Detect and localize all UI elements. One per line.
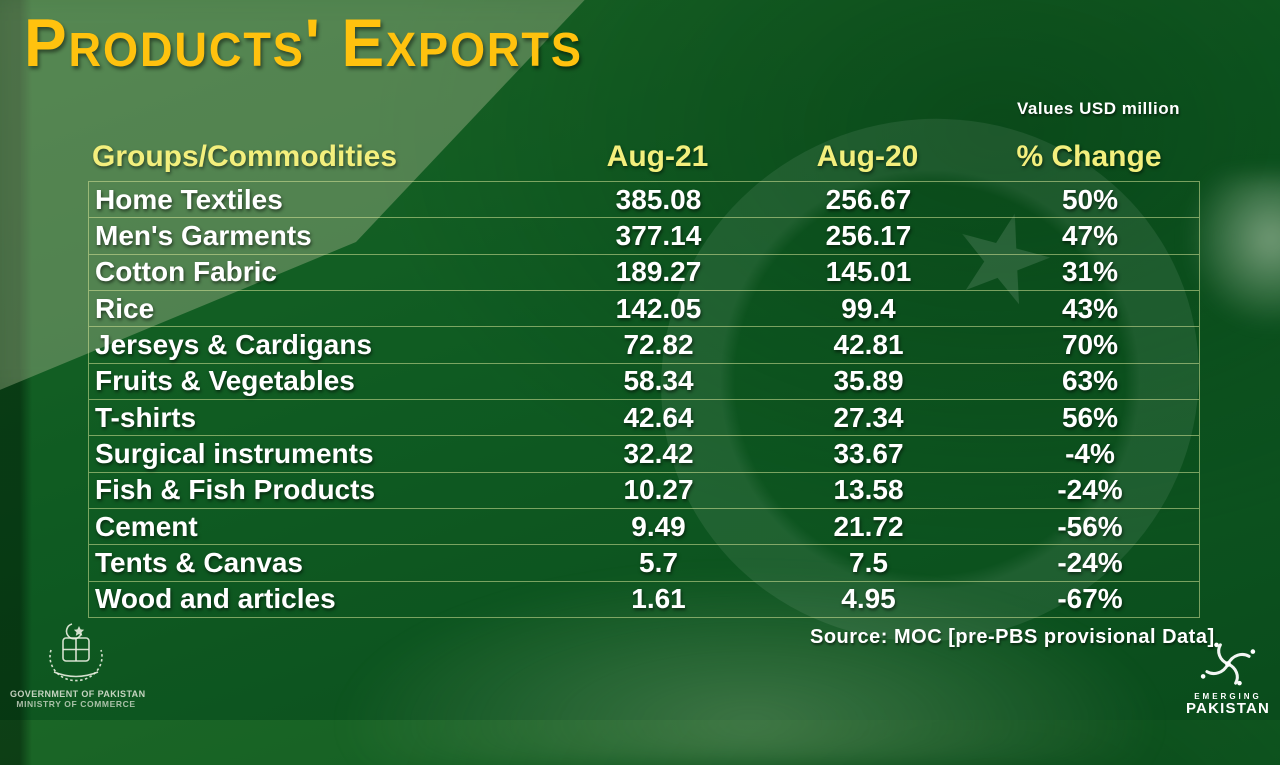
cell-change: 43% xyxy=(1061,292,1119,324)
cell-aug21: 42.64 xyxy=(623,401,694,433)
pakistan-label: PAKISTAN xyxy=(1185,700,1271,717)
cell-aug21: 10.27 xyxy=(623,474,694,506)
government-logo-block: GOVERNMENT OF PAKISTAN MINISTRY OF COMME… xyxy=(10,620,146,709)
cell-aug20: 27.34 xyxy=(833,401,904,433)
cell-aug20: 21.72 xyxy=(833,510,904,542)
source-note: Source: MOC [pre-PBS provisional Data] xyxy=(810,626,1215,648)
cell-commodity: Home Textiles xyxy=(95,183,283,215)
cell-change: -4% xyxy=(1065,437,1115,469)
cell-aug20: 42.81 xyxy=(833,328,904,360)
header-aug-20: Aug-20 xyxy=(816,140,919,173)
cell-aug21: 385.08 xyxy=(615,183,702,215)
cell-change: -24% xyxy=(1057,546,1123,578)
cell-aug21: 5.7 xyxy=(639,546,678,578)
cell-commodity: Jerseys & Cardigans xyxy=(95,328,373,360)
cell-commodity: Wood and articles xyxy=(95,583,336,615)
emerging-label: EMERGING xyxy=(1194,692,1262,701)
cell-aug20: 256.17 xyxy=(825,219,912,251)
cell-aug20: 33.67 xyxy=(833,437,904,469)
header-percent-change: % Change xyxy=(1016,140,1162,173)
cell-commodity: T-shirts xyxy=(95,401,197,433)
cell-aug20: 99.4 xyxy=(841,292,896,324)
ministry-of-commerce-label: MINISTRY OF COMMERCE xyxy=(16,699,136,709)
pakistan-state-emblem-icon xyxy=(40,620,112,687)
cell-change: -67% xyxy=(1057,583,1123,615)
table-row: Jerseys & Cardigans 72.82 42.81 70% xyxy=(89,327,1199,364)
header-aug-21: Aug-21 xyxy=(606,140,709,173)
cell-commodity: Cement xyxy=(95,510,198,542)
cell-aug20: 145.01 xyxy=(825,256,912,288)
cell-commodity: Tents & Canvas xyxy=(95,546,303,578)
header-groups-commodities: Groups/Commodities xyxy=(92,140,398,173)
cell-commodity: Surgical instruments xyxy=(95,437,374,469)
cell-commodity: Men's Garments xyxy=(95,219,312,251)
cell-change: 70% xyxy=(1061,328,1119,360)
cell-aug20: 256.67 xyxy=(825,183,912,215)
cell-commodity: Fish & Fish Products xyxy=(95,474,376,506)
cell-aug21: 9.49 xyxy=(631,510,686,542)
table-row: Wood and articles 1.61 4.95 -67% xyxy=(89,582,1199,618)
emerging-pakistan-swirl-icon xyxy=(1196,642,1260,690)
cell-commodity: Cotton Fabric xyxy=(95,256,277,288)
cell-change: 56% xyxy=(1061,401,1119,433)
cell-aug21: 58.34 xyxy=(623,365,694,397)
cell-aug20: 7.5 xyxy=(849,546,888,578)
table-row: Surgical instruments 32.42 33.67 -4% xyxy=(89,436,1199,473)
cell-commodity: Rice xyxy=(95,292,155,324)
cell-change: 31% xyxy=(1061,256,1119,288)
cell-change: 63% xyxy=(1061,365,1119,397)
table-row: T-shirts 42.64 27.34 56% xyxy=(89,400,1199,437)
table-row: Tents & Canvas 5.7 7.5 -24% xyxy=(89,545,1199,582)
cell-aug21: 189.27 xyxy=(615,256,702,288)
cell-aug20: 4.95 xyxy=(841,583,896,615)
table-body: Home Textiles 385.08 256.67 50% Men's Garmen… xyxy=(88,181,1200,618)
cell-aug21: 1.61 xyxy=(631,583,686,615)
cell-change: 50% xyxy=(1061,183,1119,215)
table-row: Home Textiles 385.08 256.67 50% xyxy=(89,182,1199,219)
cell-aug21: 142.05 xyxy=(615,292,702,324)
cell-change: -24% xyxy=(1057,474,1123,506)
table-row: Men's Garments 377.14 256.17 47% xyxy=(89,218,1199,255)
table-row: Cotton Fabric 189.27 145.01 31% xyxy=(89,255,1199,291)
cell-aug21: 377.14 xyxy=(615,219,702,251)
cell-aug20: 13.58 xyxy=(833,474,904,506)
government-of-pakistan-label: GOVERNMENT OF PAKISTAN xyxy=(10,689,146,699)
table-row: Fish & Fish Products 10.27 13.58 -24% xyxy=(89,473,1199,509)
table-header-row: Groups/Commodities Aug-21 Aug-20 % Chang… xyxy=(88,136,1198,178)
cell-aug20: 35.89 xyxy=(833,365,904,397)
cell-aug21: 72.82 xyxy=(623,328,694,360)
cell-commodity: Fruits & Vegetables xyxy=(95,365,355,397)
cell-aug21: 32.42 xyxy=(623,437,694,469)
table-row: Cement 9.49 21.72 -56% xyxy=(89,509,1199,546)
emerging-pakistan-logo-block: EMERGING PAKISTAN xyxy=(1184,642,1272,717)
values-unit-note: Values USD million xyxy=(1017,99,1180,118)
table-row: Rice 142.05 99.4 43% xyxy=(89,291,1199,328)
cell-change: 47% xyxy=(1061,219,1119,251)
table-row: Fruits & Vegetables 58.34 35.89 63% xyxy=(89,364,1199,400)
cell-change: -56% xyxy=(1057,510,1123,542)
page-title: Products' Exports xyxy=(24,5,583,81)
